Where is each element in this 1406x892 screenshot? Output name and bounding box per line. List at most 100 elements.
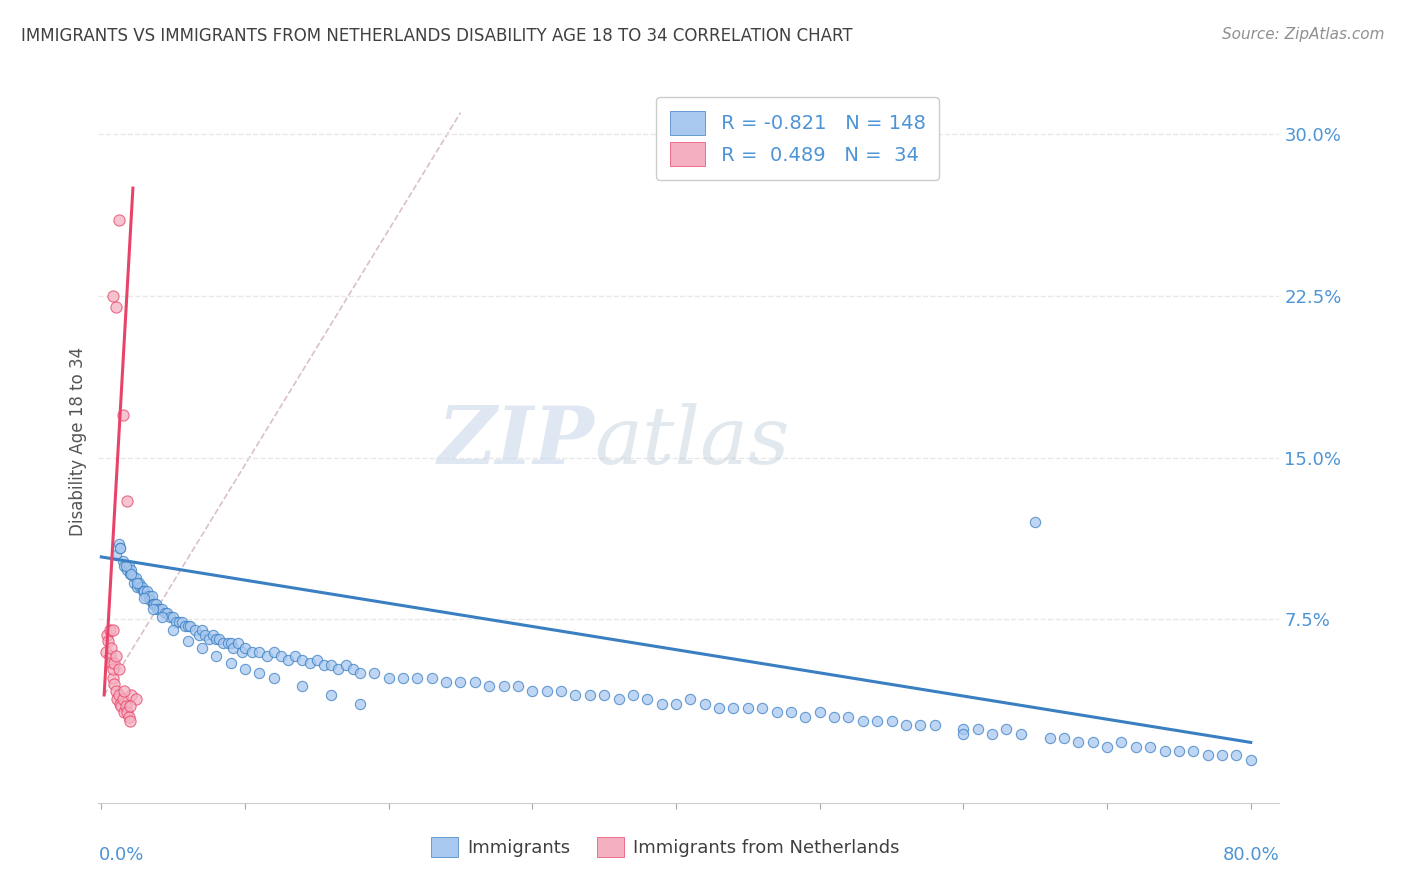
- Point: [924, 718, 946, 732]
- Point: [506, 679, 529, 693]
- Point: [114, 698, 136, 713]
- Point: [256, 649, 278, 664]
- Point: [621, 688, 644, 702]
- Point: [117, 558, 139, 573]
- Point: [107, 688, 129, 702]
- Point: [342, 662, 364, 676]
- Point: [665, 697, 688, 711]
- Point: [981, 727, 1004, 741]
- Point: [298, 656, 321, 670]
- Point: [127, 580, 149, 594]
- Point: [105, 692, 128, 706]
- Point: [194, 627, 217, 641]
- Point: [1111, 735, 1133, 749]
- Point: [107, 662, 129, 676]
- Point: [219, 656, 242, 670]
- Point: [693, 697, 716, 711]
- Point: [202, 627, 225, 641]
- Point: [240, 645, 263, 659]
- Point: [536, 683, 558, 698]
- Point: [1211, 748, 1233, 763]
- Point: [284, 649, 307, 664]
- Point: [108, 541, 131, 556]
- Point: [176, 634, 198, 648]
- Point: [103, 656, 125, 670]
- Point: [492, 679, 515, 693]
- Text: ZIP: ZIP: [437, 403, 595, 480]
- Point: [679, 692, 702, 706]
- Point: [995, 723, 1018, 737]
- Point: [103, 677, 125, 691]
- Point: [132, 584, 155, 599]
- Point: [321, 657, 343, 672]
- Point: [219, 636, 242, 650]
- Point: [101, 289, 124, 303]
- Point: [165, 615, 187, 629]
- Point: [392, 671, 415, 685]
- Point: [910, 718, 932, 732]
- Point: [1182, 744, 1205, 758]
- Point: [104, 683, 127, 698]
- Point: [450, 675, 472, 690]
- Point: [138, 589, 160, 603]
- Point: [100, 656, 122, 670]
- Point: [1139, 739, 1161, 754]
- Point: [111, 692, 134, 706]
- Text: 0.0%: 0.0%: [98, 847, 143, 864]
- Point: [101, 624, 124, 638]
- Point: [205, 649, 228, 664]
- Point: [636, 692, 658, 706]
- Point: [780, 705, 803, 719]
- Point: [136, 584, 159, 599]
- Point: [134, 584, 156, 599]
- Point: [226, 636, 249, 650]
- Point: [107, 213, 129, 227]
- Point: [159, 610, 181, 624]
- Point: [952, 723, 974, 737]
- Point: [1225, 748, 1247, 763]
- Point: [1167, 744, 1189, 758]
- Point: [464, 675, 486, 690]
- Point: [98, 649, 121, 664]
- Point: [328, 662, 350, 676]
- Point: [823, 709, 845, 723]
- Point: [156, 606, 179, 620]
- Point: [564, 688, 586, 702]
- Point: [108, 697, 131, 711]
- Point: [118, 714, 141, 728]
- Point: [179, 619, 201, 633]
- Point: [217, 636, 239, 650]
- Point: [1153, 744, 1175, 758]
- Point: [176, 619, 198, 633]
- Point: [231, 645, 253, 659]
- Point: [188, 627, 211, 641]
- Point: [121, 563, 143, 577]
- Point: [335, 657, 357, 672]
- Point: [222, 640, 245, 655]
- Point: [263, 671, 285, 685]
- Point: [125, 692, 148, 706]
- Point: [115, 705, 138, 719]
- Point: [794, 709, 817, 723]
- Point: [1095, 739, 1118, 754]
- Point: [1081, 735, 1104, 749]
- Legend: Immigrants, Immigrants from Netherlands: Immigrants, Immigrants from Netherlands: [422, 828, 908, 866]
- Point: [111, 554, 134, 568]
- Point: [894, 718, 917, 732]
- Point: [880, 714, 903, 728]
- Point: [104, 300, 127, 314]
- Point: [101, 662, 124, 676]
- Point: [142, 598, 165, 612]
- Point: [94, 645, 117, 659]
- Point: [139, 593, 162, 607]
- Point: [150, 610, 173, 624]
- Point: [170, 615, 193, 629]
- Point: [100, 640, 122, 655]
- Point: [122, 569, 145, 583]
- Point: [651, 697, 673, 711]
- Point: [1053, 731, 1076, 745]
- Point: [751, 701, 773, 715]
- Point: [118, 567, 141, 582]
- Point: [270, 649, 292, 664]
- Point: [233, 640, 256, 655]
